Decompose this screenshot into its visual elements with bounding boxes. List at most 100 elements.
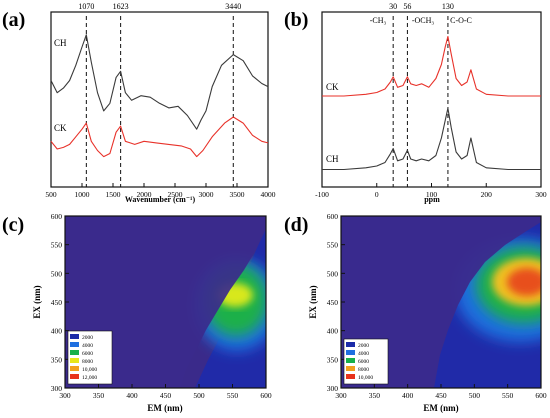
- legend-swatch: [70, 350, 79, 355]
- x-axis-label-a: Wavenumber (cm⁻¹): [125, 195, 196, 204]
- legend-swatch: [70, 366, 79, 371]
- ftir-panel: 1070 1623 3440 500 1000 1500 2000 2500 3000 3500…: [45, 2, 275, 204]
- marker-label: 130: [442, 2, 454, 11]
- y-tick-label: 500: [51, 269, 63, 278]
- panel-label-c: (c): [2, 214, 24, 236]
- legend-swatch: [346, 366, 355, 371]
- y-tick-label: 350: [327, 355, 339, 364]
- legend-label: 8000: [358, 367, 369, 373]
- series-line-ck: [50, 116, 269, 158]
- y-tick-label: 600: [327, 212, 339, 221]
- y-tick-label: 400: [51, 327, 63, 336]
- legend-label: 10,000: [82, 367, 97, 373]
- x-tick-label: -100: [315, 190, 329, 199]
- series-label-ck-b: CK: [326, 82, 339, 92]
- x-tick-label: 350: [93, 391, 105, 400]
- marker-label: 30: [389, 2, 397, 11]
- x-tick-label: 400: [126, 391, 138, 400]
- legend-label: 4000: [82, 343, 93, 349]
- x-tick-label: 350: [369, 391, 381, 400]
- marker-label: 56: [403, 2, 411, 11]
- x-tick-label: 400: [402, 391, 414, 400]
- series-label-ch-b: CH: [326, 154, 339, 164]
- x-tick-label: 0: [375, 190, 379, 199]
- y-tick-label: 500: [327, 269, 339, 278]
- x-tick-label: 500: [469, 391, 481, 400]
- x-tick-label: 450: [160, 391, 172, 400]
- x-tick-label: 450: [435, 391, 447, 400]
- heatmap-scatter-region-c: [65, 216, 266, 388]
- x-tick-label: 100: [426, 190, 438, 199]
- legend-label: 8000: [82, 359, 93, 365]
- legend-label: 2000: [82, 335, 93, 341]
- x-tick-label: 550: [227, 391, 239, 400]
- y-tick-label: 350: [51, 355, 63, 364]
- legend-swatch: [346, 358, 355, 363]
- legend-swatch: [346, 342, 355, 347]
- legend-swatch: [70, 358, 79, 363]
- x-axis-label-d: EM (nm): [423, 403, 458, 413]
- x-tick-label: 600: [260, 391, 272, 400]
- x-tick-label: 2500: [168, 190, 183, 199]
- series-line-ch: [50, 34, 269, 130]
- heatmap-wedge-c: [65, 225, 266, 388]
- y-tick-label: 550: [327, 241, 339, 250]
- series-line-ck: [322, 35, 541, 97]
- y-tick-label: 400: [327, 327, 339, 336]
- y-tick-label: 450: [51, 298, 63, 307]
- series-line-ch: [322, 107, 541, 171]
- legend-swatch: [346, 350, 355, 355]
- y-axis-label-c: EX (nm): [32, 285, 42, 318]
- x-tick-label: 300: [535, 190, 547, 199]
- y-tick-label: 550: [51, 241, 63, 250]
- marker-label: 3440: [225, 2, 241, 11]
- x-axis-label-c: EM (nm): [147, 403, 182, 413]
- x-axis-label-b: ppm: [424, 195, 440, 204]
- annotation-coc: C-O-C: [450, 16, 472, 25]
- annotation-ch3: -CH₃: [370, 16, 387, 25]
- panel-label-a: (a): [2, 9, 25, 31]
- panel-label-d: (d): [284, 214, 308, 236]
- legend-label: 6000: [358, 359, 369, 365]
- heatmap-c: [65, 216, 266, 388]
- marker-label: 1623: [113, 2, 129, 11]
- nmr-panel: 30 56 130 -100 0 100 200 300 -CH₃ -OCH₃ C-O-C …: [315, 2, 547, 204]
- x-tick-label: 3500: [230, 190, 245, 199]
- plot-frame-a: [50, 11, 269, 188]
- heatmap-scatter-region-d: [341, 216, 541, 388]
- y-tick-label: 300: [51, 384, 63, 393]
- x-tick-label: 550: [502, 391, 514, 400]
- legend-swatch: [70, 342, 79, 347]
- legend-label: 2000: [358, 343, 369, 349]
- eem-panel-d: 300 350 400 450 500 550 600 300 350 400 450 500 550 6…: [308, 212, 547, 413]
- plot-frame-b: [321, 11, 542, 188]
- x-tick-label: 500: [45, 190, 57, 199]
- x-tick-label: 600: [535, 391, 547, 400]
- legend-label: 12,000: [82, 375, 97, 381]
- y-axis-label-d: EX (nm): [308, 285, 318, 318]
- eem-panel-c: 300 350 400 450 500 550 600 300 350 400 450 500 550 6…: [32, 212, 272, 413]
- x-tick-label: 300: [59, 391, 71, 400]
- series-label-ck-a: CK: [54, 123, 67, 133]
- panel-label-b: (b): [284, 9, 308, 31]
- x-tick-label: 500: [193, 391, 205, 400]
- x-tick-label: 3000: [199, 190, 214, 199]
- marker-label: 1070: [78, 2, 94, 11]
- y-tick-label: 450: [327, 298, 339, 307]
- legend-label: 6000: [82, 351, 93, 357]
- legend-swatch: [70, 374, 79, 379]
- x-tick-label: 4000: [261, 190, 276, 199]
- x-tick-label: 200: [481, 190, 493, 199]
- x-tick-label: 1000: [75, 190, 90, 199]
- y-tick-label: 300: [327, 384, 339, 393]
- legend-label: 10,000: [358, 375, 373, 381]
- x-tick-label: 2000: [137, 190, 152, 199]
- annotation-och3: -OCH₃: [412, 16, 435, 25]
- heatmap-blob-core-d: [507, 268, 541, 296]
- x-tick-label: 1500: [106, 190, 121, 199]
- x-tick-label: 300: [335, 391, 347, 400]
- legend-swatch: [70, 334, 79, 339]
- legend-label: 4000: [358, 351, 369, 357]
- legend-swatch: [346, 374, 355, 379]
